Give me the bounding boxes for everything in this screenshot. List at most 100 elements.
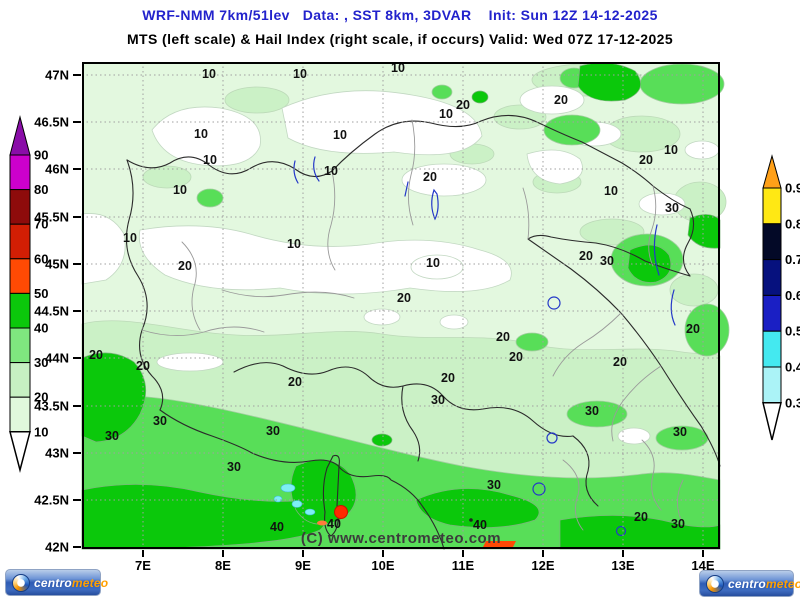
- svg-text:20: 20: [613, 355, 627, 369]
- hail-colorbar: 0.9 0.8 0.7 0.6 0.5 0.4 0.3: [762, 154, 800, 441]
- svg-text:10: 10: [426, 256, 440, 270]
- svg-text:10: 10: [664, 143, 678, 157]
- svg-text:20: 20: [397, 291, 411, 305]
- logo-text-centro: centro: [728, 576, 766, 591]
- map-panel: 7E 8E 9E 10E 11E 12E 13E 14E 47N 46.5N 46N 45.5N 45N…: [34, 61, 730, 573]
- svg-text:46.5N: 46.5N: [34, 115, 69, 130]
- level-40-region: [81, 62, 721, 550]
- map-frame: [82, 62, 720, 549]
- svg-text:20: 20: [509, 350, 523, 364]
- svg-text:10: 10: [34, 424, 48, 439]
- svg-text:30: 30: [153, 414, 167, 428]
- hail-orange-dot: [317, 520, 327, 526]
- svg-text:20: 20: [288, 375, 302, 389]
- svg-text:10E: 10E: [371, 558, 394, 573]
- svg-text:44.5N: 44.5N: [34, 304, 69, 319]
- mts-hail-map: 7E 8E 9E 10E 11E 12E 13E 14E 47N 46.5N 46N 45.5N 45N…: [34, 61, 730, 573]
- svg-text:10: 10: [173, 183, 187, 197]
- svg-text:10: 10: [439, 107, 453, 121]
- svg-text:20: 20: [554, 93, 568, 107]
- svg-text:11E: 11E: [452, 558, 475, 573]
- svg-text:20: 20: [496, 330, 510, 344]
- svg-text:20: 20: [178, 259, 192, 273]
- svg-text:0.7: 0.7: [785, 252, 800, 267]
- level-lt10-region: [81, 85, 720, 445]
- svg-text:30: 30: [673, 425, 687, 439]
- svg-text:20: 20: [686, 322, 700, 336]
- svg-text:20: 20: [441, 371, 455, 385]
- svg-text:10: 10: [604, 184, 618, 198]
- svg-text:20: 20: [423, 170, 437, 184]
- svg-text:13E: 13E: [611, 558, 634, 573]
- svg-text:14E: 14E: [691, 558, 714, 573]
- svg-text:40: 40: [34, 321, 48, 336]
- centrometeo-logo-right: centrometeo: [699, 570, 800, 597]
- svg-text:30: 30: [487, 478, 501, 492]
- svg-text:50: 50: [34, 286, 48, 301]
- logo-text-meteo: meteo: [71, 575, 109, 590]
- svg-text:0.5: 0.5: [785, 324, 800, 339]
- svg-text:10: 10: [202, 67, 216, 81]
- hail-red-dot: [334, 505, 348, 519]
- svg-text:0.3: 0.3: [785, 395, 800, 410]
- model-init-title: WRF-NMM 7km/51lev Data: , SST 8km, 3DVAR…: [142, 7, 658, 23]
- svg-text:47N: 47N: [45, 68, 69, 83]
- svg-text:10: 10: [194, 127, 208, 141]
- svg-text:30: 30: [227, 460, 241, 474]
- axis-labels: 7E 8E 9E 10E 11E 12E 13E 14E 47N 46.5N 46N 45.5N 45N…: [34, 68, 715, 574]
- svg-text:43.5N: 43.5N: [34, 399, 69, 414]
- svg-text:10: 10: [287, 237, 301, 251]
- svg-text:20: 20: [639, 153, 653, 167]
- svg-text:30: 30: [671, 517, 685, 531]
- svg-text:80: 80: [34, 182, 48, 197]
- centrometeo-logo-left: centrometeo: [5, 569, 108, 596]
- svg-text:20: 20: [634, 510, 648, 524]
- svg-text:45N: 45N: [45, 257, 69, 272]
- svg-text:40: 40: [270, 520, 284, 534]
- graticule: [82, 62, 720, 549]
- svg-text:9E: 9E: [295, 558, 311, 573]
- svg-text:42.5N: 42.5N: [34, 493, 69, 508]
- logo-text-meteo: meteo: [765, 576, 800, 591]
- centrometeo-swirl-icon: [12, 573, 30, 592]
- contour-value-labels: 10 10 10 10 10 10 10 10 10 10 10 10 10 10 20 20 20 20 20 20…: [89, 61, 700, 534]
- svg-text:30: 30: [266, 424, 280, 438]
- centrometeo-logo-text: centrometeo: [34, 576, 108, 590]
- svg-text:20: 20: [89, 348, 103, 362]
- svg-text:30: 30: [431, 393, 445, 407]
- svg-text:7E: 7E: [135, 558, 151, 573]
- svg-text:10: 10: [203, 153, 217, 167]
- centrometeo-logo-text: centrometeo: [728, 577, 800, 591]
- svg-text:43N: 43N: [45, 446, 69, 461]
- svg-text:40: 40: [327, 517, 341, 531]
- svg-text:0.9: 0.9: [785, 181, 800, 196]
- country-borders: [125, 114, 721, 550]
- svg-text:10: 10: [333, 128, 347, 142]
- svg-text:8E: 8E: [215, 558, 231, 573]
- valid-time-title: MTS (left scale) & Hail Index (right sca…: [126, 31, 674, 47]
- svg-text:20: 20: [136, 359, 150, 373]
- region-borders: [141, 119, 684, 531]
- lakes-rivers: [293, 156, 676, 537]
- svg-text:30: 30: [600, 254, 614, 268]
- station-dot: [469, 518, 473, 522]
- svg-text:45.5N: 45.5N: [34, 210, 69, 225]
- svg-text:10: 10: [324, 164, 338, 178]
- svg-text:46N: 46N: [45, 162, 69, 177]
- svg-text:10: 10: [123, 231, 137, 245]
- svg-text:0.8: 0.8: [785, 216, 800, 231]
- svg-text:10: 10: [293, 67, 307, 81]
- svg-text:90: 90: [34, 148, 48, 163]
- svg-text:20: 20: [579, 249, 593, 263]
- svg-text:30: 30: [665, 201, 679, 215]
- svg-text:12E: 12E: [531, 558, 554, 573]
- centrometeo-swirl-icon: [706, 574, 724, 593]
- svg-text:40: 40: [473, 518, 487, 532]
- svg-text:0.6: 0.6: [785, 288, 800, 303]
- svg-text:44N: 44N: [45, 351, 69, 366]
- svg-text:10: 10: [391, 61, 405, 75]
- logo-text-centro: centro: [34, 575, 72, 590]
- svg-text:30: 30: [105, 429, 119, 443]
